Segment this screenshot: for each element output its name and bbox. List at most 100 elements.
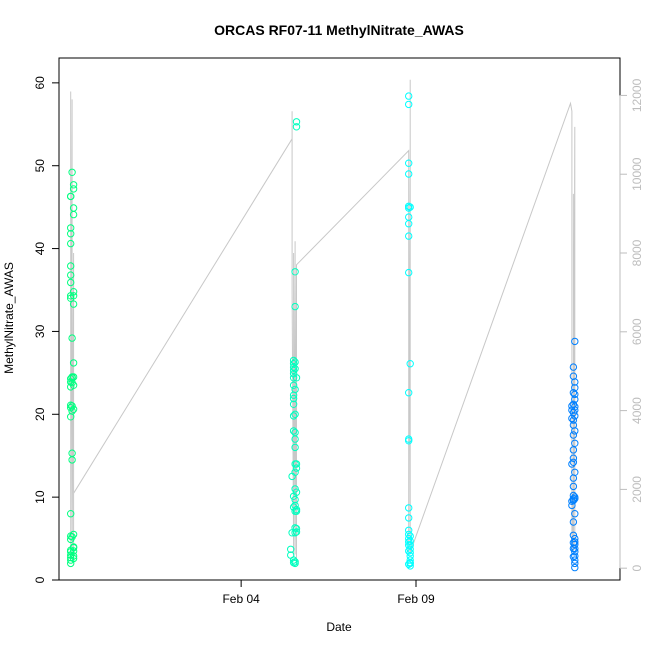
data-point: [69, 181, 78, 189]
right-tick-label: 6000: [630, 318, 644, 345]
data-point: [406, 532, 414, 540]
data-point: [291, 559, 299, 568]
data-point: [571, 378, 579, 386]
data-point: [292, 464, 301, 472]
y-tick-label: 10: [33, 490, 47, 504]
data-point: [68, 334, 76, 342]
data-point: [405, 92, 413, 100]
data-point: [571, 544, 579, 553]
data-point: [289, 400, 298, 408]
x-tick-label: Feb 09: [397, 592, 435, 606]
data-point: [406, 559, 414, 568]
data-point: [289, 412, 298, 420]
right-tick-label: 2000: [630, 476, 644, 503]
data-point: [405, 437, 413, 445]
data-point: [405, 268, 413, 277]
data-point: [292, 374, 301, 382]
data-point: [571, 548, 579, 556]
right-tick-label: 8000: [630, 239, 644, 266]
data-point: [69, 359, 78, 367]
data-point: [69, 552, 78, 560]
data-point: [69, 300, 78, 308]
data-point: [69, 544, 78, 552]
data-point: [405, 514, 413, 522]
data-point: [69, 381, 78, 389]
data-point: [291, 302, 299, 311]
data-point: [292, 524, 301, 533]
data-point: [405, 389, 413, 397]
right-axis: 0 2000 4000 6000 8000 10000 12000: [619, 78, 644, 572]
y-tick-label: 30: [33, 324, 47, 338]
altitude-line: [70, 79, 576, 561]
data-point: [405, 232, 413, 240]
data-point: [571, 563, 579, 572]
data-point: [406, 360, 414, 368]
data-point: [569, 431, 578, 439]
data-point: [69, 554, 78, 563]
data-point: [405, 530, 413, 539]
data-point: [405, 100, 413, 109]
data-point: [571, 534, 579, 543]
plot-region: [58, 57, 621, 581]
y-tick-label: 50: [33, 159, 47, 173]
data-point: [569, 454, 578, 462]
data-point: [291, 365, 299, 373]
data-point: [69, 373, 78, 381]
data-point: [67, 239, 75, 248]
data-point: [292, 123, 301, 131]
y-axis-label: MethylNitrate_AWAS: [2, 262, 16, 374]
data-point: [405, 204, 413, 212]
data-point: [406, 541, 414, 549]
x-axis: Feb 04 Feb 09: [222, 579, 435, 606]
points-layer: [67, 92, 579, 572]
data-point: [289, 427, 298, 435]
y-tick-label: 60: [33, 76, 47, 90]
data-point: [69, 547, 78, 555]
data-point: [569, 389, 578, 397]
data-point: [571, 395, 579, 404]
data-point: [289, 394, 298, 403]
data-point: [69, 185, 78, 193]
data-point: [571, 510, 579, 518]
data-point: [292, 507, 301, 515]
data-point: [571, 390, 579, 399]
data-point: [67, 224, 75, 232]
data-point: [571, 552, 579, 560]
data-point: [67, 278, 75, 287]
data-point: [292, 488, 301, 496]
data-point: [289, 366, 298, 375]
data-point: [405, 504, 413, 512]
data-point: [291, 435, 299, 443]
data-point: [571, 412, 579, 420]
data-point: [405, 220, 413, 228]
chart-title: ORCAS RF07-11 MethylNitrate_AWAS: [214, 22, 464, 38]
right-tick-label: 10000: [630, 157, 644, 191]
data-point: [569, 363, 578, 371]
x-axis-label: Date: [326, 620, 352, 634]
data-point: [291, 410, 299, 418]
data-point: [69, 530, 78, 539]
data-point: [68, 402, 76, 410]
data-point: [67, 510, 75, 518]
data-point: [289, 381, 298, 389]
data-point: [406, 562, 414, 570]
right-tick-label: 12000: [630, 78, 644, 112]
data-point: [571, 427, 579, 435]
data-point: [571, 556, 579, 564]
y-tick-label: 40: [33, 242, 47, 256]
data-point: [569, 482, 578, 491]
data-point: [569, 458, 578, 466]
data-point: [406, 537, 414, 545]
data-point: [405, 159, 413, 167]
data-point: [571, 403, 579, 411]
data-point: [571, 495, 579, 503]
right-tick-label: 4000: [630, 397, 644, 424]
data-point: [69, 288, 78, 296]
data-point: [569, 416, 578, 424]
data-point: [67, 271, 75, 279]
data-point: [69, 210, 78, 219]
data-point: [406, 203, 414, 211]
data-point: [291, 443, 299, 452]
data-point: [291, 529, 299, 537]
data-point: [406, 556, 414, 564]
